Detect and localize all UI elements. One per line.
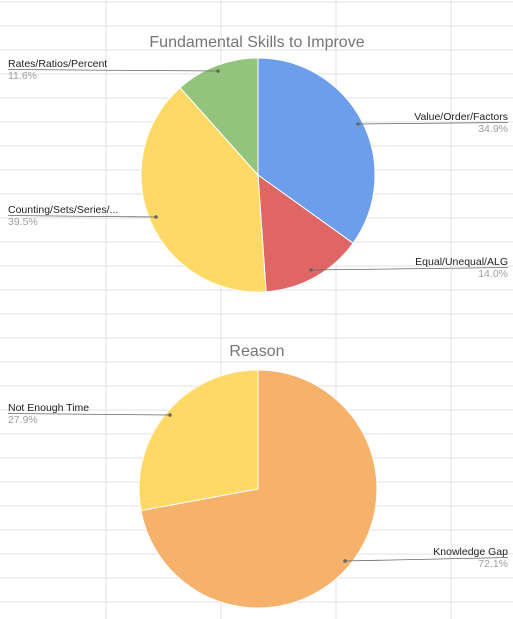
leader-line: [7, 69, 219, 72]
slice-label: Not Enough Time: [8, 402, 89, 414]
leader-line: [7, 215, 157, 218]
slice-percent-label: 39.5%: [8, 216, 38, 228]
slice-label: Knowledge Gap: [433, 546, 508, 558]
pie-slice-knowledge-gap[interactable]: [140, 369, 378, 609]
pie-slice-not-enough-time[interactable]: [138, 369, 259, 512]
leader-line: [7, 413, 171, 416]
slice-label: Counting/Sets/Series/...: [8, 204, 118, 216]
slice-label: Rates/Ratios/Percent: [8, 58, 107, 70]
slice-percent-label: 11.6%: [8, 70, 37, 82]
leader-line: [357, 122, 509, 125]
chart-title: Reason: [229, 343, 284, 360]
leader-dot: [309, 268, 313, 272]
leader-line: [344, 557, 509, 562]
leader-dot: [168, 413, 172, 417]
pie-slice-counting-sets-series[interactable]: [140, 87, 267, 293]
leader-dot: [343, 559, 347, 563]
pie-chart-skills[interactable]: Fundamental Skills to Improve Value/Orde…: [7, 34, 509, 293]
leader-dot: [216, 69, 220, 73]
slice-percent-label: 14.0%: [478, 268, 508, 280]
pie-slice-value-order-factors[interactable]: [257, 57, 376, 244]
slice-percent-label: 34.9%: [478, 123, 508, 135]
leader-dot: [154, 215, 158, 219]
slice-label: Equal/Unequal/ALG: [415, 256, 508, 268]
pie-slice-equal-unequal-alg[interactable]: [257, 173, 354, 293]
leader-line: [310, 267, 509, 271]
leader-dot: [356, 122, 360, 126]
pie-slice-rates-ratios-percent[interactable]: [179, 57, 259, 177]
slice-percent-label: 72.1%: [478, 558, 508, 570]
slice-percent-label: 27.9%: [8, 414, 38, 426]
chart-title: Fundamental Skills to Improve: [149, 34, 364, 51]
slice-label: Value/Order/Factors: [414, 111, 508, 123]
